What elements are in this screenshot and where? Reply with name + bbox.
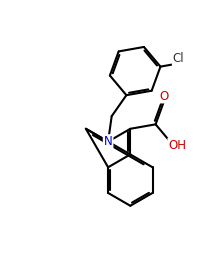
Text: O: O <box>160 90 169 102</box>
Text: N: N <box>104 135 113 148</box>
Text: Cl: Cl <box>173 52 184 65</box>
Text: OH: OH <box>168 139 186 151</box>
